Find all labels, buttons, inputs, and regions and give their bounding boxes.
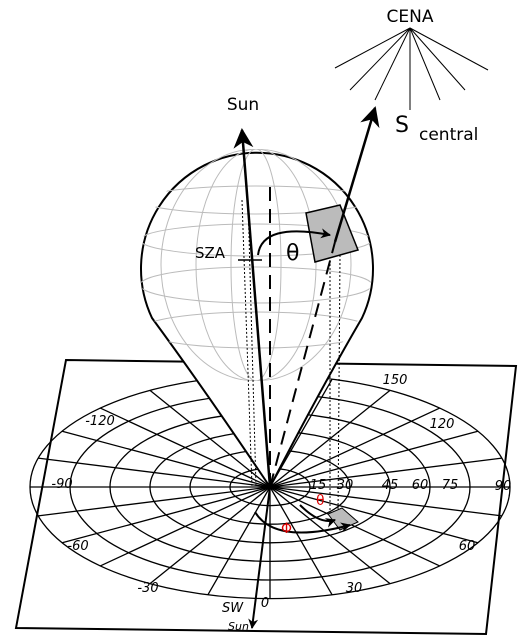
radial-label: 45 [382,478,399,493]
azimuth-label: 120 [430,417,455,432]
azimuth-label: 90 [495,479,512,494]
radial-label: 60 [412,478,429,493]
diagram: CENA S central Sun SZA θ θ Φ SW Sun -120… [0,0,518,639]
plane-theta: θ [316,493,325,509]
radial-label: 75 [442,478,459,493]
azimuth-label: -120 [85,414,115,429]
cena-fan [335,28,488,110]
azimuth-label: -30 [137,581,158,596]
theta-label: θ [286,241,299,266]
sw-label: SW [222,601,244,616]
sza-label: SZA [195,244,226,262]
azimuth-label: -60 [67,539,88,554]
azimuth-label: 30 [346,581,363,596]
s-sub: central [419,125,478,145]
azimuth-label: 150 [383,373,408,388]
azimuth-label: -90 [51,477,72,492]
bottom-sun-label: Sun [228,620,249,633]
s-label: S [395,113,409,138]
radial-label: 30 [337,478,354,493]
radial-label: 15 [310,478,327,493]
azimuth-label: 0 [261,596,269,611]
azimuth-label: 60 [459,539,476,554]
plane-phi: Φ [281,521,292,537]
cena-label: CENA [387,7,434,27]
sun-label: Sun [227,95,259,115]
